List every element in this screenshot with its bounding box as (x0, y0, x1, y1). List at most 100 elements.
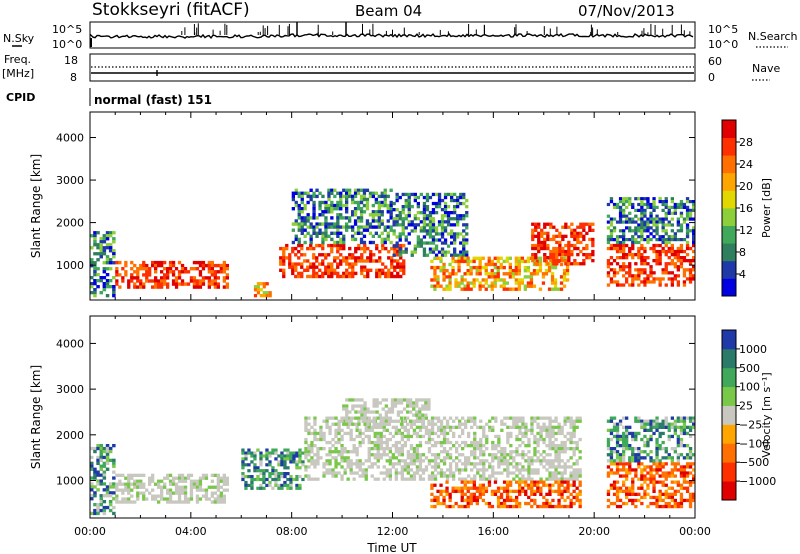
heatmap-cell (545, 468, 549, 472)
heatmap-cell (262, 282, 266, 286)
heatmap-cell (673, 489, 677, 493)
heatmap-cell (399, 268, 403, 272)
heatmap-cell (121, 276, 125, 280)
heatmap-cell (309, 240, 313, 245)
heatmap-cell (560, 428, 564, 432)
heatmap-cell (646, 422, 650, 426)
heatmap-cell (517, 272, 521, 276)
heatmap-cell (539, 459, 543, 463)
heatmap-cell (442, 265, 446, 270)
heatmap-cell (307, 465, 311, 469)
heatmap-cell (340, 474, 344, 478)
heatmap-cell (268, 483, 272, 487)
heatmap-cell (371, 240, 375, 245)
heatmap-cell (491, 444, 495, 448)
nave-label: Nave (752, 62, 780, 75)
heatmap-cell (567, 249, 571, 254)
heatmap-cell (527, 471, 531, 475)
heatmap-cell (460, 489, 464, 493)
heatmap-cell (553, 281, 558, 285)
heatmap-cell (676, 440, 680, 445)
heatmap-cell (631, 489, 635, 493)
heatmap-cell (361, 468, 365, 472)
heatmap-cell (572, 489, 576, 493)
heatmap-cell (606, 214, 611, 218)
heatmap-cell (550, 281, 555, 285)
heatmap-cell (478, 284, 482, 288)
heatmap-cell (572, 447, 576, 451)
heatmap-cell (655, 456, 659, 460)
heatmap-cell (490, 287, 494, 291)
x-tick-label: 16:00 (477, 525, 509, 538)
heatmap-cell (557, 447, 561, 451)
heatmap-cell (415, 419, 419, 423)
heatmap-cell (404, 192, 408, 197)
heatmap-cell (348, 219, 352, 223)
heatmap-cell (506, 462, 510, 466)
heatmap-cell (566, 437, 570, 442)
heatmap-cell (655, 447, 659, 451)
heatmap-cell (359, 240, 364, 245)
heatmap-cell (364, 428, 368, 432)
heatmap-cell (506, 468, 510, 472)
heatmap-cell (482, 474, 486, 478)
heatmap-cell (467, 434, 471, 439)
heatmap-cell (567, 259, 571, 263)
heatmap-cell (412, 447, 417, 451)
heatmap-cell (262, 472, 266, 476)
heatmap-cell (450, 192, 454, 197)
heatmap-cell (105, 273, 110, 277)
heatmap-cell (448, 462, 453, 466)
heatmap-cell (105, 279, 110, 283)
heatmap-cell (316, 453, 320, 457)
heatmap-cell (622, 465, 626, 469)
heatmap-cell (286, 448, 290, 452)
heatmap-cell (609, 462, 614, 466)
heatmap-cell (463, 486, 467, 490)
heatmap-cell (453, 250, 457, 254)
heatmap-cell (151, 285, 155, 289)
heatmap-cell (472, 265, 476, 270)
heatmap-cell (462, 201, 466, 206)
heatmap-cell (99, 240, 103, 244)
heatmap-cell (151, 497, 155, 501)
heatmap-cell (542, 425, 546, 429)
heatmap-cell (375, 268, 379, 272)
heatmap-cell (340, 447, 344, 451)
heatmap-cell (437, 192, 442, 197)
heatmap-cell (646, 280, 650, 284)
heatmap-cell (300, 274, 304, 279)
heatmap-cell (356, 200, 361, 205)
heatmap-cell (282, 253, 286, 257)
heatmap-cell (379, 434, 383, 439)
heatmap-cell (247, 475, 251, 479)
heatmap-cell (96, 479, 100, 483)
heatmap-cell (502, 278, 506, 282)
heatmap-cell (259, 282, 263, 286)
heatmap-cell (348, 225, 352, 229)
heatmap-cell (631, 468, 635, 472)
heatmap-cell (445, 269, 449, 273)
heatmap-cell (673, 447, 677, 451)
heatmap-cell (534, 234, 538, 238)
heatmap-cell (565, 278, 570, 282)
heatmap-cell (509, 453, 513, 457)
heatmap-cell (667, 277, 671, 281)
heatmap-cell (637, 240, 641, 245)
heatmap-cell (682, 220, 687, 224)
heatmap-cell (379, 431, 383, 436)
heatmap-cell (400, 459, 404, 463)
heatmap-cell (307, 416, 311, 420)
heatmap-cell (664, 253, 668, 257)
heatmap-cell (670, 205, 674, 209)
heatmap-cell (404, 201, 408, 206)
heatmap-cell (572, 453, 576, 457)
heatmap-cell (406, 422, 410, 426)
heatmap-cell (476, 468, 480, 472)
heatmap-cell (373, 434, 377, 439)
heatmap-cell (253, 285, 258, 289)
heatmap-cell (327, 210, 331, 214)
heatmap-cell (609, 483, 614, 487)
heatmap-cell (462, 217, 466, 221)
heatmap-cell (318, 207, 322, 211)
